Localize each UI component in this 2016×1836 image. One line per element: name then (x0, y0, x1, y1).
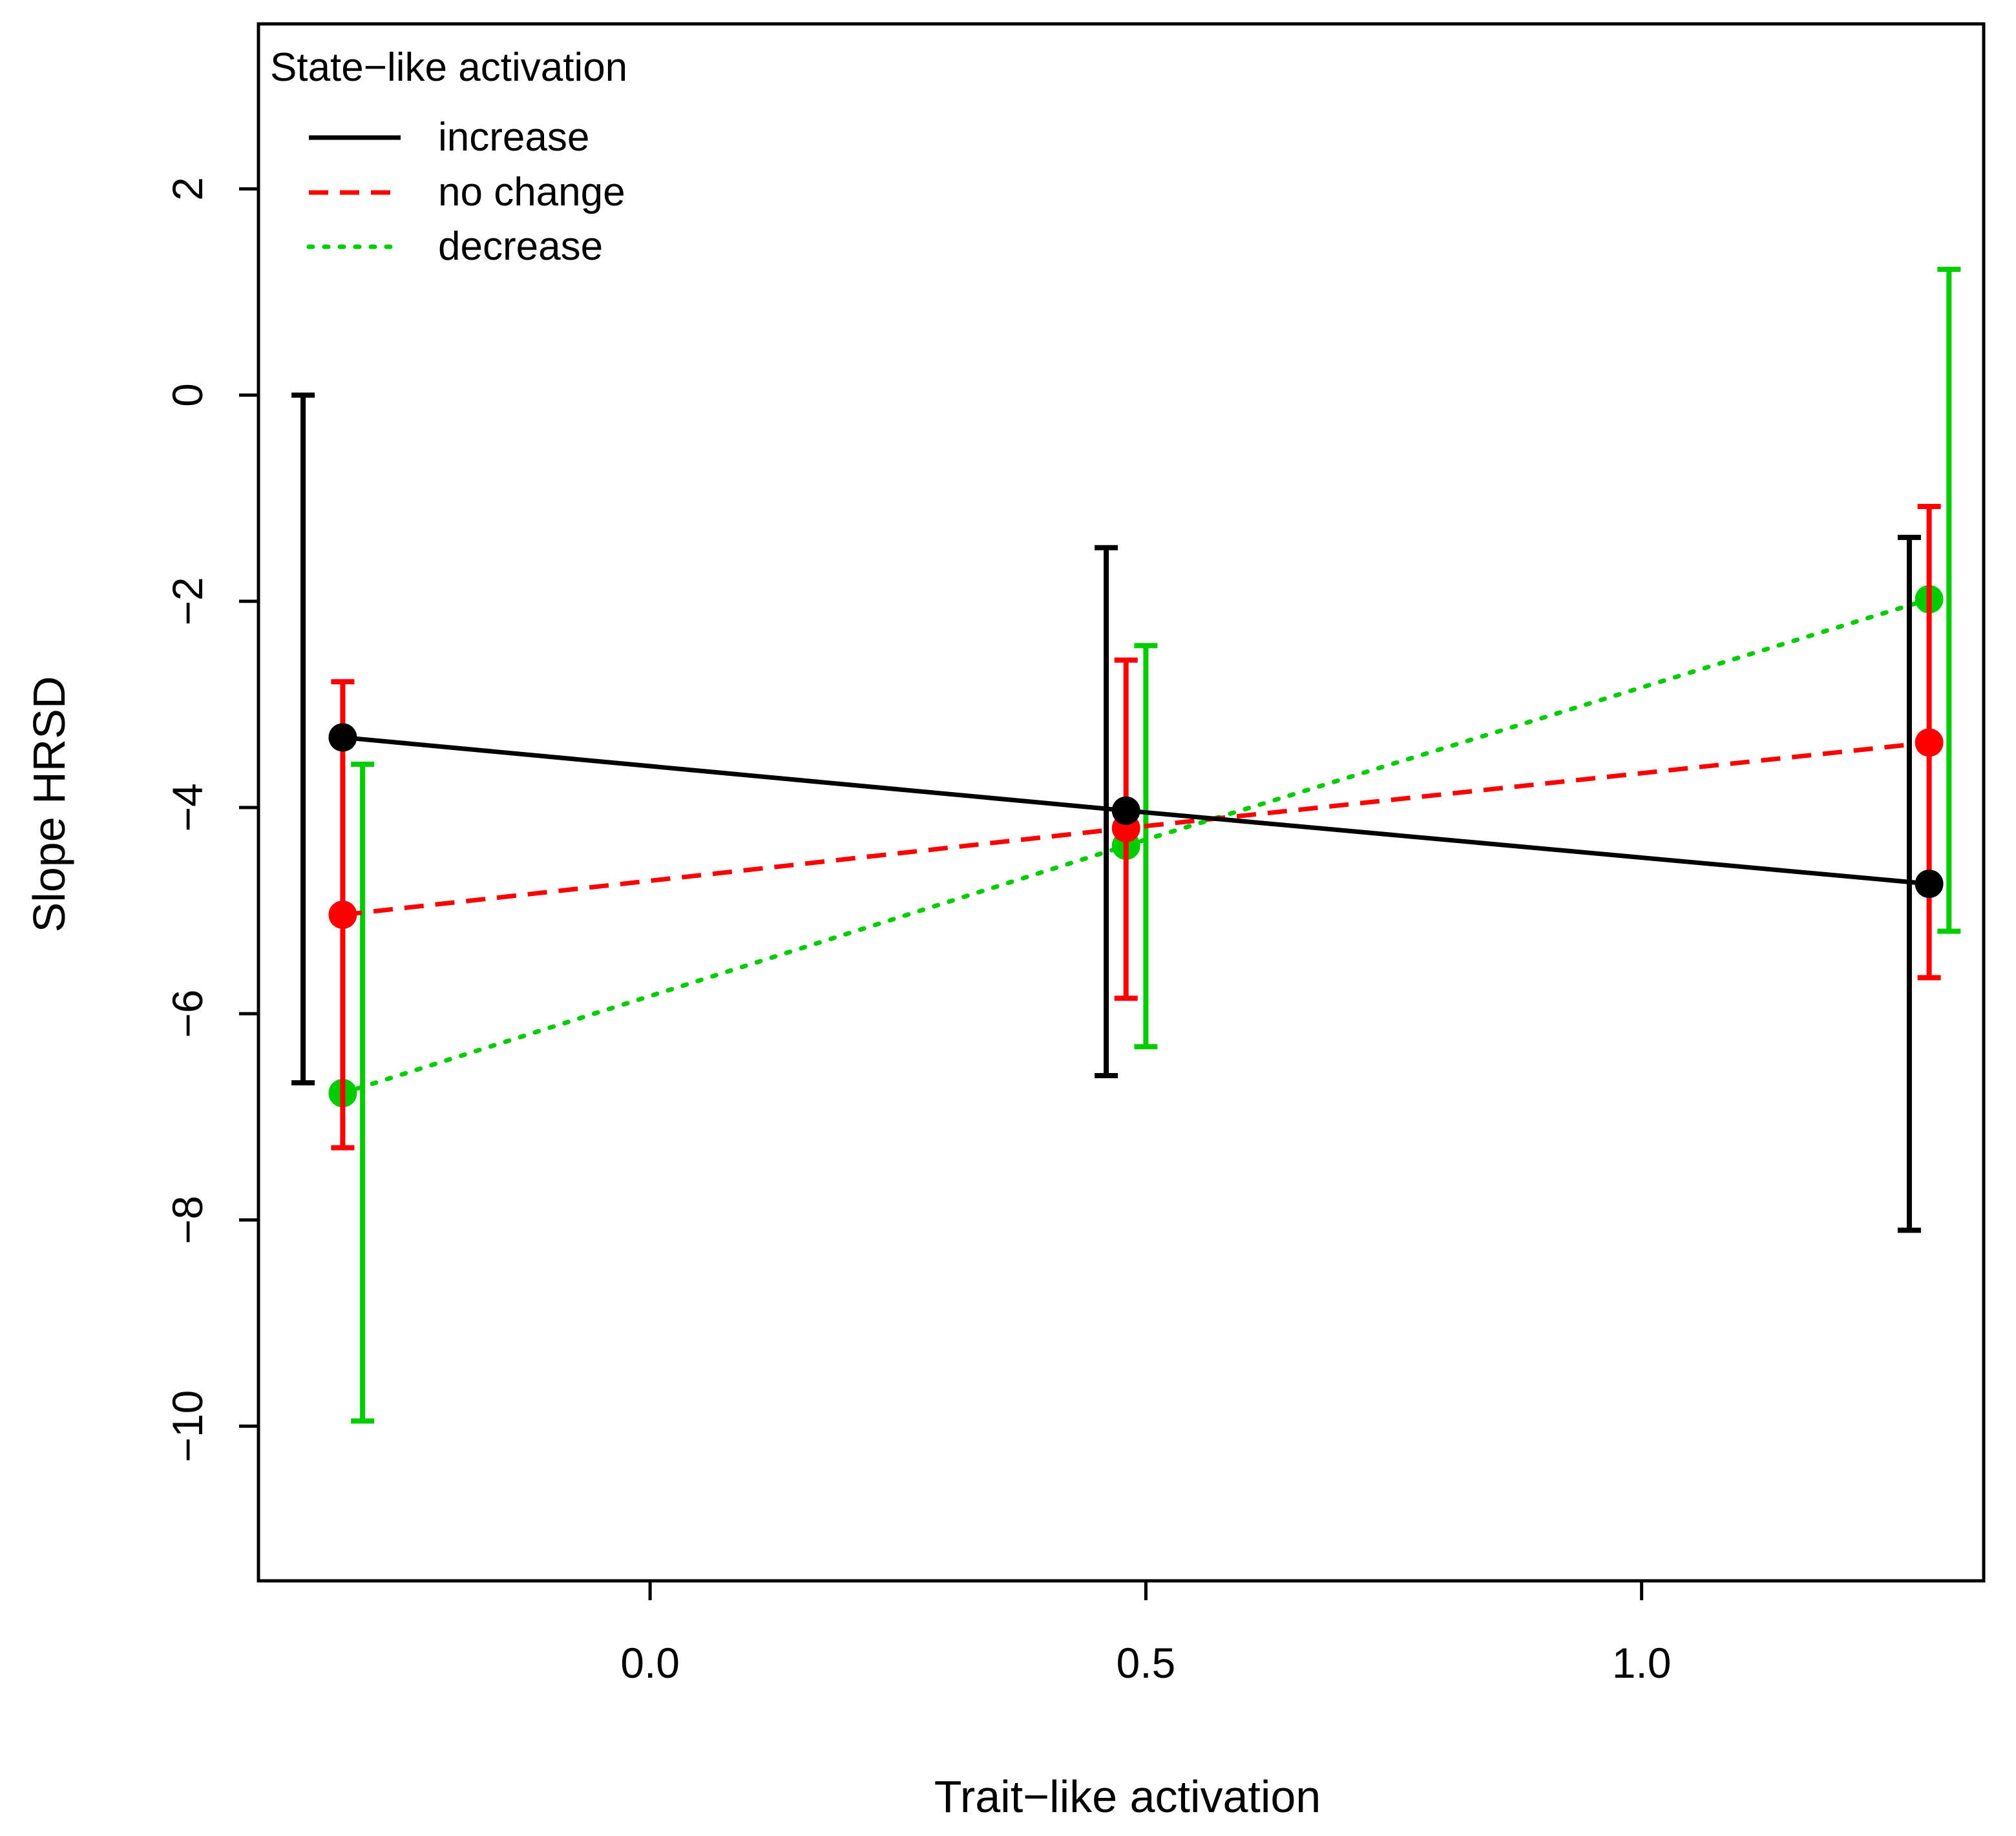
series-no-change (328, 503, 1944, 1151)
axis-layer: 0.0 0.5 1.0 −10 −8 −6 −4 −2 0 2 (163, 177, 1671, 1687)
series-increase (291, 392, 1944, 1233)
y-tick-label: −8 (163, 1196, 211, 1244)
y-tick-label: −2 (163, 577, 211, 625)
y-tick-label: −6 (163, 990, 211, 1038)
legend-label-no-change: no change (438, 170, 625, 214)
series-layer (291, 266, 1961, 1424)
y-axis-title: Slope HRSD (24, 676, 74, 933)
x-tick-label: 1.0 (1612, 1639, 1672, 1687)
data-point-increase (1915, 870, 1944, 899)
x-tick-label: 0.0 (620, 1639, 680, 1687)
y-tick-label: −10 (163, 1390, 211, 1463)
data-point-increase (1111, 796, 1140, 825)
data-point-increase (328, 723, 357, 752)
data-point-no-change (328, 900, 357, 929)
y-tick-label: 0 (163, 383, 211, 407)
plot-frame (257, 22, 1986, 1583)
legend-label-increase: increase (438, 115, 589, 160)
legend-label-decrease: decrease (438, 224, 603, 269)
data-point-no-change (1915, 728, 1944, 757)
y-tick-label: 2 (163, 177, 211, 201)
y-tick-label: −4 (163, 783, 211, 831)
x-tick-label: 0.5 (1116, 1639, 1175, 1687)
x-axis-title: Trait−like activation (934, 1771, 1321, 1822)
legend-title: State−like activation (270, 45, 627, 90)
legend: State−like activation increase no change… (270, 45, 627, 269)
